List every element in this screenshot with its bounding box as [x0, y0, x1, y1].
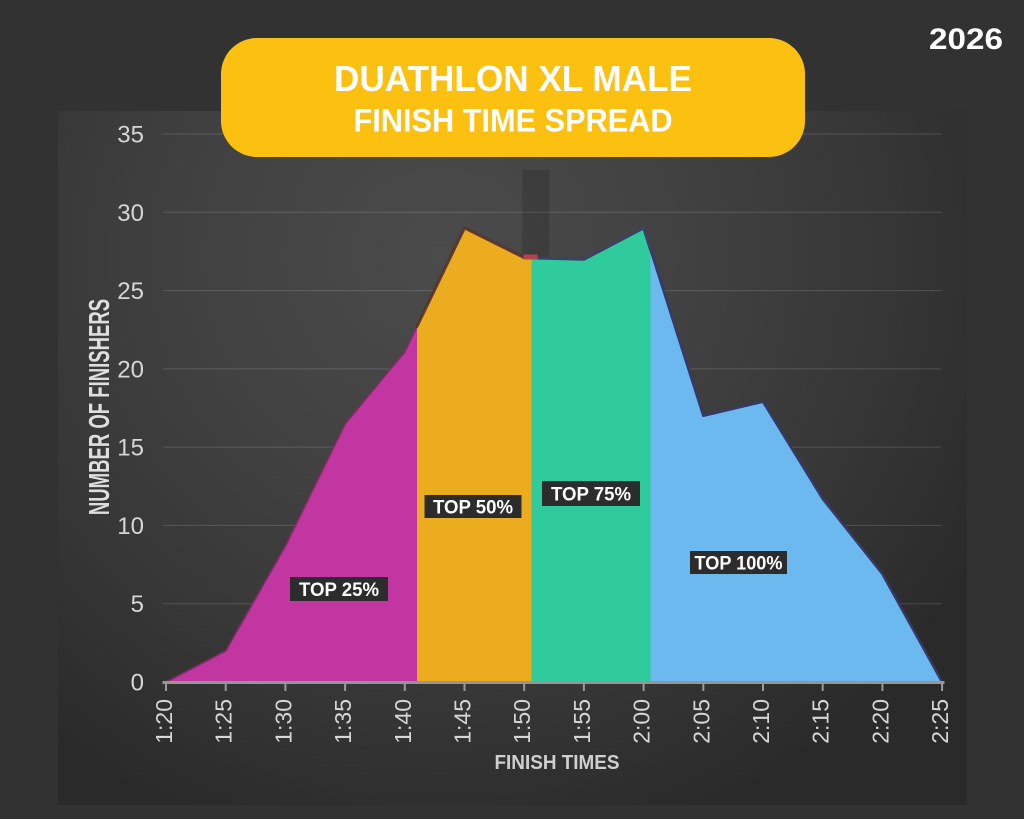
svg-text:0: 0: [131, 670, 144, 697]
svg-text:10: 10: [117, 513, 144, 540]
svg-text:1:40: 1:40: [390, 699, 416, 744]
svg-text:1:50: 1:50: [509, 699, 535, 744]
svg-text:1:30: 1:30: [270, 699, 296, 744]
svg-text:1:35: 1:35: [330, 699, 356, 744]
svg-text:25: 25: [117, 278, 144, 305]
svg-text:2:00: 2:00: [629, 699, 655, 744]
svg-text:20: 20: [117, 356, 144, 383]
svg-text:TOP 100%: TOP 100%: [695, 553, 783, 574]
svg-text:15: 15: [117, 435, 144, 462]
svg-text:2:05: 2:05: [688, 699, 714, 744]
svg-text:NUMBER OF FINISHERS: NUMBER OF FINISHERS: [84, 299, 116, 515]
svg-text:35: 35: [117, 122, 144, 149]
svg-text:2:10: 2:10: [748, 699, 774, 744]
svg-text:1:45: 1:45: [450, 699, 476, 744]
svg-text:1:25: 1:25: [211, 699, 237, 744]
svg-text:30: 30: [117, 200, 144, 227]
svg-text:2:15: 2:15: [808, 699, 834, 744]
svg-text:TOP 75%: TOP 75%: [551, 484, 631, 505]
svg-text:TOP 25%: TOP 25%: [299, 580, 379, 601]
svg-text:5: 5: [131, 591, 144, 618]
svg-text:TOP 50%: TOP 50%: [433, 497, 513, 518]
svg-text:2:25: 2:25: [927, 699, 953, 744]
svg-text:1:55: 1:55: [569, 699, 595, 744]
svg-text:FINISH TIMES: FINISH TIMES: [495, 752, 620, 774]
svg-text:FINISH TIME SPREAD: FINISH TIME SPREAD: [354, 103, 673, 139]
svg-text:1:20: 1:20: [151, 699, 177, 744]
svg-text:2:20: 2:20: [867, 699, 893, 744]
svg-text:DUATHLON XL MALE: DUATHLON XL MALE: [334, 58, 692, 99]
svg-text:2026: 2026: [929, 23, 1003, 56]
